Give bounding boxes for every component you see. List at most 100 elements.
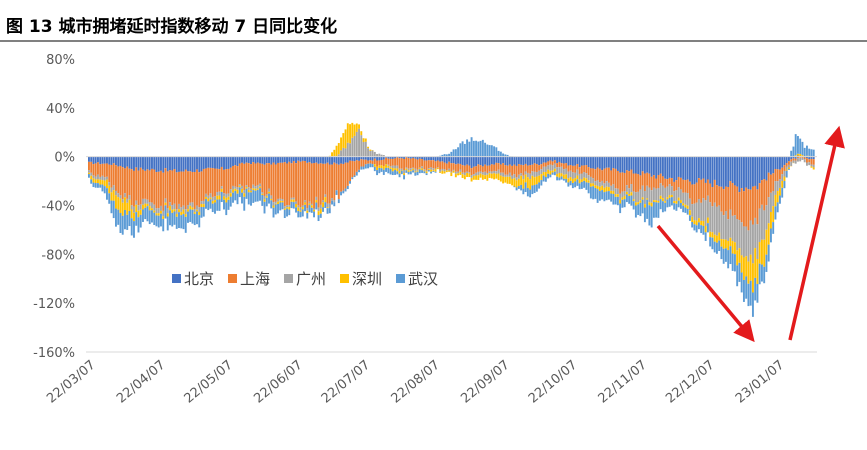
bar-4 <box>768 223 770 244</box>
bar-4 <box>738 248 740 263</box>
bar-1 <box>459 157 461 164</box>
bar-5 <box>93 183 95 187</box>
bar-1 <box>583 157 585 166</box>
bar-5 <box>612 194 614 205</box>
bar-5 <box>513 186 515 187</box>
bar-2 <box>99 164 101 177</box>
bar-5 <box>311 208 313 213</box>
bar-1 <box>259 157 261 164</box>
bar-4 <box>723 239 725 249</box>
bar-1 <box>678 157 680 177</box>
bar-4 <box>745 256 747 276</box>
bar-4 <box>754 248 756 278</box>
bar-5 <box>279 203 281 211</box>
bar-5 <box>797 136 799 154</box>
bar-2 <box>684 180 686 192</box>
bar-1 <box>538 157 540 166</box>
bar-2 <box>205 168 207 193</box>
bar-1 <box>239 157 241 164</box>
bar-3 <box>462 173 464 175</box>
bar-4 <box>369 150 371 151</box>
bar-3 <box>813 165 815 168</box>
bar-1 <box>743 157 745 192</box>
bar-5 <box>714 242 716 253</box>
bar-4 <box>336 146 338 156</box>
bar-5 <box>691 222 693 227</box>
bar-4 <box>511 179 513 185</box>
bar-2 <box>484 165 486 172</box>
bar-5 <box>660 199 662 209</box>
bar-3 <box>572 172 574 179</box>
bar-3 <box>781 174 783 181</box>
bar-2 <box>138 170 140 205</box>
bar-5 <box>590 187 592 199</box>
bar-5 <box>365 164 367 168</box>
bar-2 <box>723 189 725 215</box>
bar-4 <box>88 173 90 174</box>
bar-3 <box>662 186 664 198</box>
bar-2 <box>385 158 387 164</box>
bar-3 <box>342 148 344 157</box>
bar-5 <box>570 181 572 185</box>
bar-3 <box>799 158 801 162</box>
bar-4 <box>180 212 182 215</box>
bar-1 <box>689 157 691 182</box>
bar-1 <box>660 157 662 174</box>
bar-4 <box>615 194 617 197</box>
bar-5 <box>482 140 484 157</box>
bar-5 <box>270 200 272 208</box>
bar-3 <box>639 190 641 201</box>
bar-3 <box>122 199 124 203</box>
bar-1 <box>369 157 371 161</box>
bar-5 <box>178 212 180 228</box>
bar-4 <box>594 185 596 188</box>
bar-1 <box>241 157 243 163</box>
bar-1 <box>120 157 122 166</box>
bar-4 <box>444 171 446 173</box>
bar-1 <box>729 157 731 181</box>
bar-2 <box>691 184 693 204</box>
bar-3 <box>538 171 540 176</box>
bar-3 <box>527 173 529 177</box>
bar-2 <box>545 163 547 167</box>
bar-2 <box>702 179 704 199</box>
bar-4 <box>205 197 207 199</box>
bar-2 <box>126 167 128 199</box>
bar-2 <box>234 165 236 187</box>
bar-2 <box>765 180 767 205</box>
bar-3 <box>709 202 711 232</box>
bar-1 <box>509 157 511 165</box>
bar-4 <box>698 218 700 222</box>
bar-4 <box>747 262 749 284</box>
bar-4 <box>493 173 495 179</box>
bar-1 <box>599 157 601 169</box>
bar-2 <box>306 163 308 208</box>
bar-1 <box>133 157 135 171</box>
bar-1 <box>473 157 475 167</box>
bar-2 <box>572 166 574 172</box>
bar-3 <box>761 205 763 240</box>
bar-5 <box>768 245 770 262</box>
bar-4 <box>549 171 551 175</box>
bar-1 <box>763 157 765 179</box>
bar-5 <box>529 190 531 198</box>
bar-1 <box>606 157 608 168</box>
bar-1 <box>516 157 518 166</box>
bar-4 <box>547 170 549 174</box>
bar-1 <box>734 157 736 186</box>
bar-2 <box>687 180 689 193</box>
bar-1 <box>554 157 556 161</box>
bar-3 <box>320 205 322 209</box>
bar-4 <box>520 176 522 185</box>
bar-5 <box>203 207 205 217</box>
bar-5 <box>390 169 392 175</box>
bar-3 <box>356 132 358 157</box>
bar-4 <box>338 143 340 154</box>
bar-2 <box>599 169 601 182</box>
bar-3 <box>88 170 90 173</box>
bar-1 <box>786 157 788 163</box>
bar-2 <box>412 158 414 168</box>
bar-5 <box>165 205 167 218</box>
bar-4 <box>392 168 394 171</box>
